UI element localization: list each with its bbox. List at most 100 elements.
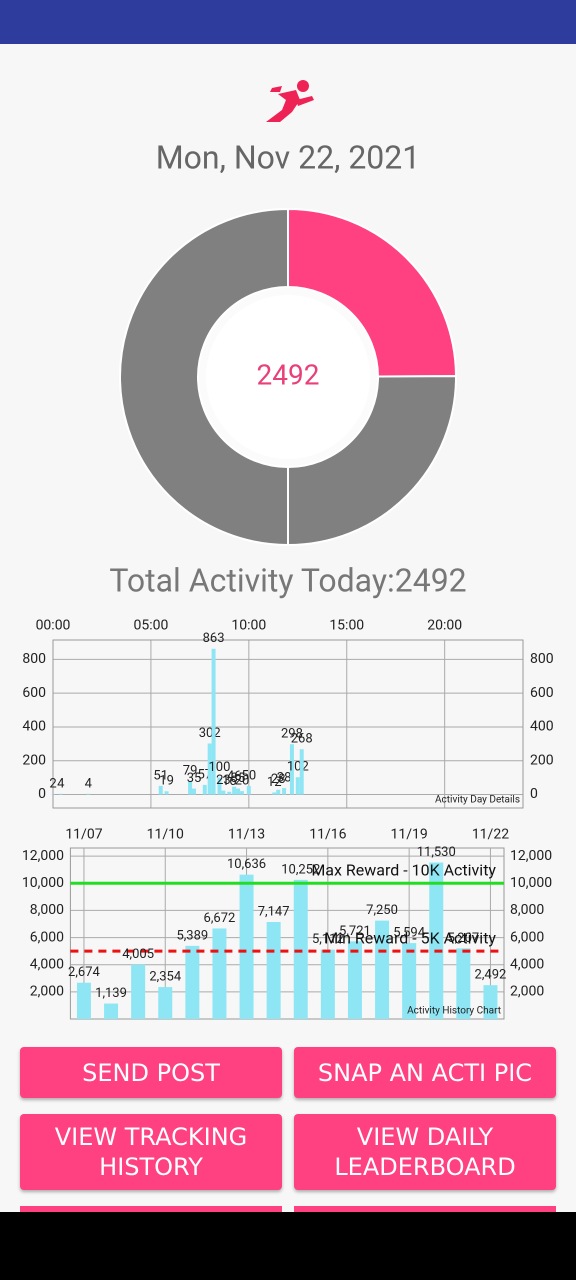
bar xyxy=(227,791,232,795)
value-label: 5,594 xyxy=(393,926,425,941)
y2-tick-label: 12,000 xyxy=(510,848,552,864)
y2-tick-label: 10,000 xyxy=(510,875,552,891)
donut-segment xyxy=(287,207,458,378)
value-label: 16 xyxy=(222,774,237,789)
donut-hole xyxy=(206,295,370,459)
bar xyxy=(295,777,300,795)
bar xyxy=(402,943,417,1019)
bar xyxy=(456,948,471,1019)
y2-tick-label: 600 xyxy=(530,685,554,701)
leaderboard-button[interactable]: VIEW DAILY LEADERBOARD xyxy=(294,1114,556,1190)
value-label: 23 xyxy=(216,773,231,788)
value-label: 2,492 xyxy=(475,968,507,983)
value-label: 102 xyxy=(287,760,309,775)
value-label: 2,674 xyxy=(68,965,100,980)
total-activity: Total Activity Today:2492 xyxy=(109,561,466,599)
bar xyxy=(221,790,226,795)
bar xyxy=(164,791,169,795)
bar xyxy=(276,789,281,795)
value-label: 7,147 xyxy=(258,904,290,919)
value-label: 5,207 xyxy=(447,931,479,946)
bar xyxy=(232,786,237,795)
value-label: 268 xyxy=(291,732,313,747)
y2-tick-label: 6,000 xyxy=(510,929,544,945)
bar xyxy=(131,964,146,1019)
y-tick-label: 10,000 xyxy=(22,875,64,891)
value-label: 7,250 xyxy=(366,903,398,918)
y-tick-label: 8,000 xyxy=(30,902,64,918)
chart-description: Activity History Chart xyxy=(407,1006,501,1017)
bar xyxy=(212,928,227,1019)
value-label: 4,005 xyxy=(122,947,154,962)
y2-tick-label: 8,000 xyxy=(510,902,544,918)
value-label: 302 xyxy=(199,726,221,741)
bar xyxy=(58,793,63,795)
x-tick-label: 20:00 xyxy=(427,618,462,634)
bar xyxy=(282,788,287,795)
bar xyxy=(347,941,362,1019)
status-bar xyxy=(0,0,576,44)
y-tick-label: 800 xyxy=(22,651,46,667)
value-label: 28 xyxy=(271,772,286,787)
bar xyxy=(272,792,277,795)
value-label: 6,672 xyxy=(204,911,236,926)
y2-tick-label: 200 xyxy=(530,752,554,768)
y-tick-label: 12,000 xyxy=(22,848,64,864)
bar xyxy=(236,788,241,795)
bar xyxy=(192,788,196,795)
nav-bar xyxy=(0,1212,576,1280)
x-tick-label: 11/13 xyxy=(228,827,265,843)
bar xyxy=(289,744,294,795)
value-label: 10,252 xyxy=(281,862,320,877)
reference-line-label: Max Reward - 10K Activity xyxy=(311,861,496,880)
bar xyxy=(299,749,304,795)
bar xyxy=(158,987,173,1019)
y-tick-label: 4,000 xyxy=(30,956,64,972)
date-text: Mon, Nov 22, 2021 xyxy=(156,138,421,176)
x-tick-label: 11/22 xyxy=(472,827,509,843)
x-tick-label: 10:00 xyxy=(231,618,266,634)
value-label: 12 xyxy=(267,775,282,790)
value-label: 20 xyxy=(235,774,250,789)
charts: 2492 0 0 200 200 400 400 600 600 800 800 00:00 05:00… xyxy=(22,207,554,1020)
value-label: 1,139 xyxy=(95,986,127,1001)
plot-frame xyxy=(52,639,524,809)
y-tick-label: 2,000 xyxy=(30,984,64,1000)
bar xyxy=(104,1003,119,1019)
y2-tick-label: 400 xyxy=(530,719,554,735)
value-label: 863 xyxy=(203,631,225,646)
send-post-button[interactable]: SEND POST xyxy=(20,1047,282,1098)
bar xyxy=(185,945,200,1019)
snap-pic-button[interactable]: SNAP AN ACTI PIC xyxy=(294,1047,556,1098)
y-tick-label: 6,000 xyxy=(30,929,64,945)
y-tick-label: 400 xyxy=(22,719,46,735)
y-tick-label: 200 xyxy=(22,752,46,768)
y2-tick-label: 0 xyxy=(530,786,538,802)
value-label: 79 xyxy=(183,764,198,779)
value-label: 5,721 xyxy=(339,924,371,939)
value-label: 2,354 xyxy=(149,969,181,984)
y2-tick-label: 4,000 xyxy=(510,956,544,972)
bar xyxy=(246,786,251,795)
bar xyxy=(293,879,308,1019)
bar xyxy=(86,793,91,795)
button-edge xyxy=(20,1206,282,1212)
chart-description: Activity Day Details xyxy=(435,795,520,806)
bar xyxy=(217,777,222,795)
button-edge xyxy=(294,1206,556,1212)
bar xyxy=(429,862,444,1019)
donut-segment xyxy=(119,207,289,547)
bar xyxy=(320,949,335,1019)
donut-center-label: 2492 xyxy=(257,358,320,391)
bar xyxy=(188,781,193,795)
bar xyxy=(375,920,390,1019)
value-label: 46 xyxy=(227,769,242,784)
tracking-history-button[interactable]: VIEW TRACKING HISTORY xyxy=(20,1114,282,1190)
value-label: 4 xyxy=(57,776,65,791)
value-label: 11,530 xyxy=(417,845,456,860)
value-label: 100 xyxy=(208,760,230,775)
value-label: 35 xyxy=(231,771,246,786)
value-label: 5,389 xyxy=(176,928,208,943)
bar xyxy=(207,743,212,795)
